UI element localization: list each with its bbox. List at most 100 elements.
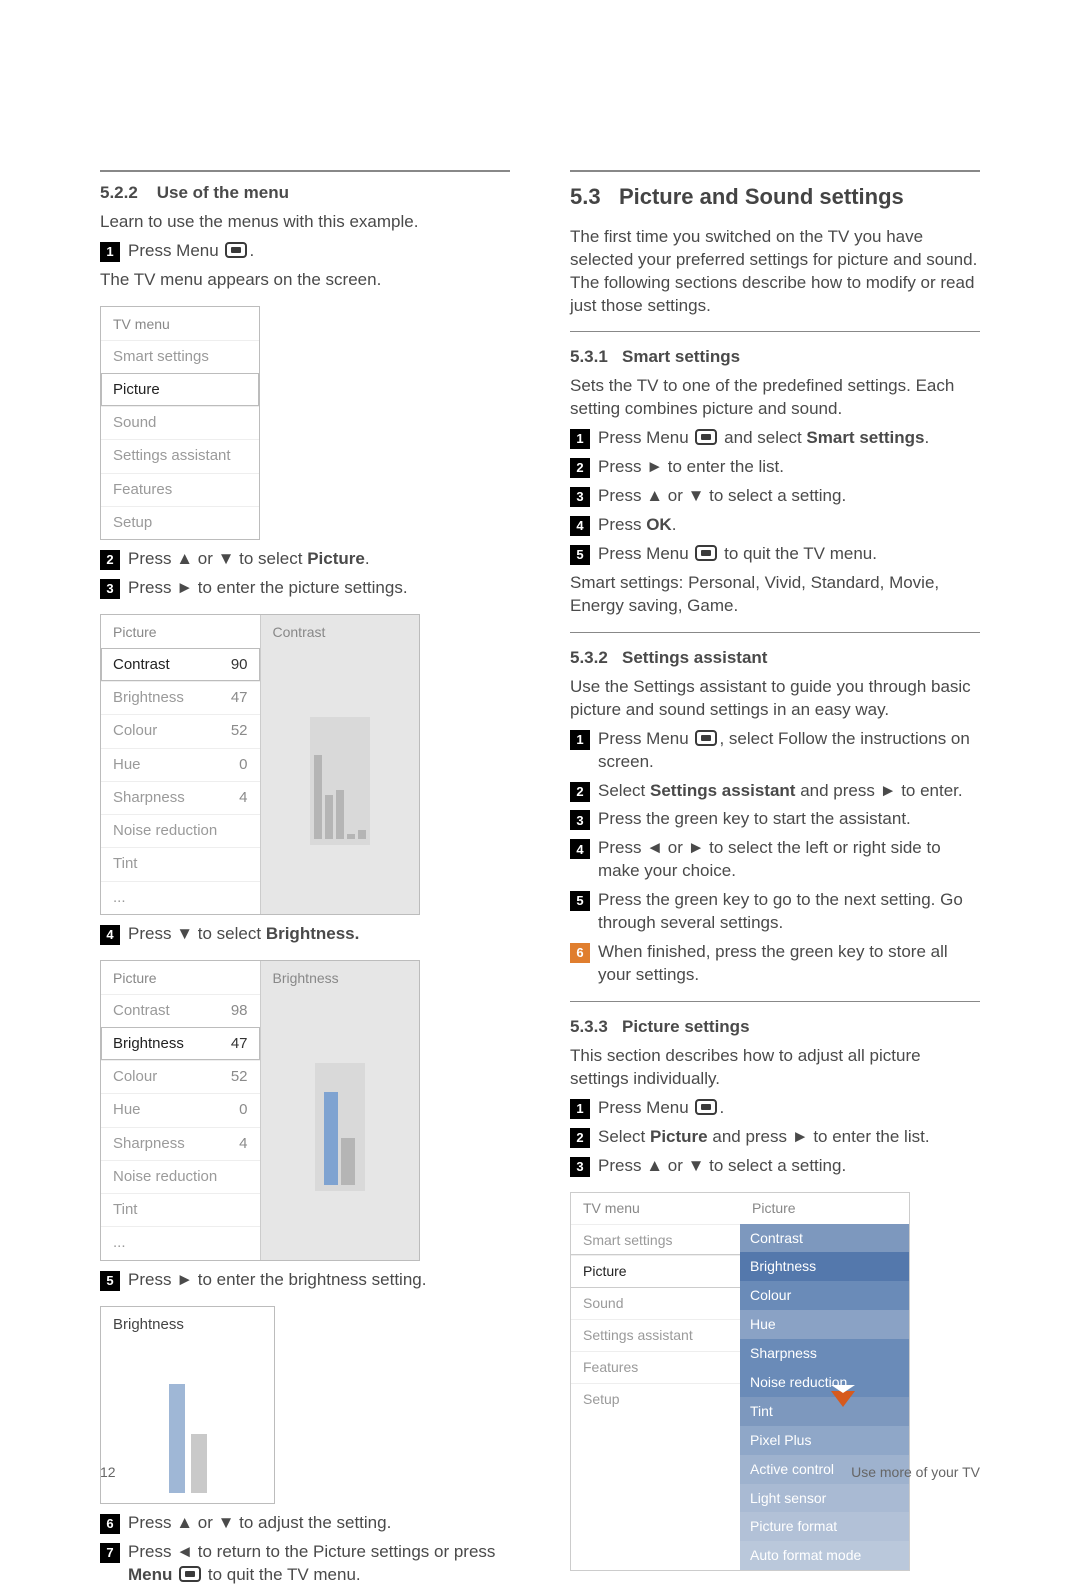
tvpic-right-header: Picture xyxy=(740,1193,909,1224)
step-6-text: Press ▲ or ▼ to adjust the setting. xyxy=(128,1512,510,1535)
picmenu-item: ... xyxy=(101,881,260,914)
tv-picture-menu: TV menu Smart settings Picture Sound Set… xyxy=(570,1192,910,1572)
brightmenu-item: Sharpness4 xyxy=(101,1127,260,1160)
brightmenu-item: Hue0 xyxy=(101,1093,260,1126)
step-5-badge: 5 xyxy=(100,1271,120,1291)
s531-1-badge: 1 xyxy=(570,429,590,449)
step-2-text: Press ▲ or ▼ to select Picture. xyxy=(128,548,510,571)
tvpic-blue-list: ContrastBrightnessColourHueSharpnessNois… xyxy=(740,1224,909,1571)
tvpic-blue-item: Noise reduction xyxy=(740,1368,909,1397)
s531-3-badge: 3 xyxy=(570,487,590,507)
desc-5-3-2: Use the Settings assistant to guide you … xyxy=(570,676,980,722)
picmenu-item: Sharpness4 xyxy=(101,781,260,814)
s532-2-badge: 2 xyxy=(570,782,590,802)
tvpic-blue-item: Hue xyxy=(740,1310,909,1339)
tvpic-blue-item: Colour xyxy=(740,1281,909,1310)
s532-4-badge: 4 xyxy=(570,839,590,859)
picmenu-item: Brightness47 xyxy=(101,681,260,714)
tvmenu-item: Setup xyxy=(101,506,259,539)
menu-icon xyxy=(695,429,717,445)
brightmenu-item: Contrast98 xyxy=(101,994,260,1027)
tvpic-blue-item: Pixel Plus xyxy=(740,1426,909,1455)
picmenu-item: Hue0 xyxy=(101,748,260,781)
s533-1-badge: 1 xyxy=(570,1099,590,1119)
menu-icon xyxy=(179,1566,201,1582)
s533-3-badge: 3 xyxy=(570,1157,590,1177)
s532-1-badge: 1 xyxy=(570,730,590,750)
tvmenu-item: Settings assistant xyxy=(101,439,259,472)
step-4-text: Press ▼ to select Brightness. xyxy=(128,923,510,946)
menu-icon xyxy=(695,730,717,746)
tvpic-blue-item: Sharpness xyxy=(740,1339,909,1368)
step-6-badge: 6 xyxy=(100,1514,120,1534)
tvpic-left-item-selected: Picture xyxy=(571,1255,740,1287)
heading-5-2-2: 5.2.2 Use of the menu xyxy=(100,182,510,205)
s531-4-badge: 4 xyxy=(570,516,590,536)
footer-label: Use more of your TV xyxy=(851,1463,980,1482)
intro-5-3: The first time you switched on the TV yo… xyxy=(570,226,980,318)
step-4-badge: 4 xyxy=(100,925,120,945)
step-1-text: Press Menu . xyxy=(128,240,510,263)
tvmenu-item: Features xyxy=(101,473,259,506)
brightness-panel-header: Brightness xyxy=(101,1307,274,1343)
tvpic-left-header: TV menu xyxy=(571,1193,740,1224)
brightmenu-item: Tint xyxy=(101,1193,260,1226)
brightmenu-item: Brightness47 xyxy=(101,1027,260,1060)
menu-icon xyxy=(225,242,247,258)
heading-5-3-1: 5.3.1 Smart settings xyxy=(570,346,980,369)
tvpic-left-item: Features xyxy=(571,1351,740,1383)
tv-menu-panel: TV menu Smart settings Picture Sound Set… xyxy=(100,306,260,540)
picmenu-item: Tint xyxy=(101,847,260,880)
picmenu-item: Noise reduction xyxy=(101,814,260,847)
tvpic-left-item: Settings assistant xyxy=(571,1319,740,1351)
step-3-text: Press ► to enter the picture settings. xyxy=(128,577,510,600)
bright-left-header: Picture xyxy=(101,961,260,994)
tvpic-left-item: Sound xyxy=(571,1287,740,1319)
after-step-1: The TV menu appears on the screen. xyxy=(100,269,510,292)
desc-5-3-3: This section describes how to adjust all… xyxy=(570,1045,980,1091)
pointer-icon xyxy=(831,1391,855,1407)
menu-icon xyxy=(695,545,717,561)
sec-title: Use of the menu xyxy=(157,183,289,202)
step-3-badge: 3 xyxy=(100,579,120,599)
s532-3-badge: 3 xyxy=(570,810,590,830)
brightmenu-item: ... xyxy=(101,1226,260,1259)
sec-num: 5.2.2 xyxy=(100,183,138,202)
tvmenu-item: Sound xyxy=(101,406,259,439)
tvpic-blue-item: Picture format xyxy=(740,1512,909,1541)
s531-2-badge: 2 xyxy=(570,458,590,478)
contrast-bars xyxy=(310,717,370,845)
bright-right-header: Brightness xyxy=(261,961,420,994)
pic-left-header: Picture xyxy=(101,615,260,648)
s533-2-badge: 2 xyxy=(570,1128,590,1148)
tvpic-blue-item: Brightness xyxy=(740,1252,909,1281)
step-7-text: Press ◄ to return to the Picture setting… xyxy=(128,1541,510,1587)
brightmenu-item: Colour52 xyxy=(101,1060,260,1093)
tvpic-blue-item: Tint xyxy=(740,1397,909,1426)
tvpic-blue-item: Contrast xyxy=(740,1224,909,1253)
step-2-badge: 2 xyxy=(100,550,120,570)
brightness-bars xyxy=(315,1063,365,1191)
step-1-badge: 1 xyxy=(100,242,120,262)
left-column: 5.2.2 Use of the menu Learn to use the m… xyxy=(100,170,510,1587)
tvpic-left-item: Setup xyxy=(571,1383,740,1415)
heading-5-3-3: 5.3.3 Picture settings xyxy=(570,1016,980,1039)
menu-icon xyxy=(695,1099,717,1115)
picmenu-item: Contrast90 xyxy=(101,648,260,681)
s532-5-badge: 5 xyxy=(570,891,590,911)
picmenu-item: Colour52 xyxy=(101,714,260,747)
page-number: 12 xyxy=(100,1463,116,1482)
picture-brightness-panel: Picture Contrast98 Brightness47 Colour52… xyxy=(100,960,420,1261)
tvmenu-item: Smart settings xyxy=(101,340,259,373)
page-footer: 12 Use more of your TV xyxy=(100,1463,980,1482)
s532-6-badge: 6 xyxy=(570,943,590,963)
tvmenu-item-selected: Picture xyxy=(101,373,259,406)
right-column: 5.3 Picture and Sound settings The first… xyxy=(570,170,980,1587)
tvpic-left-item: Smart settings xyxy=(571,1224,740,1256)
smart-note: Smart settings: Personal, Vivid, Standar… xyxy=(570,572,980,618)
heading-5-3: 5.3 Picture and Sound settings xyxy=(570,182,980,212)
step-7-badge: 7 xyxy=(100,1543,120,1563)
pic-right-header: Contrast xyxy=(261,615,420,648)
desc-5-3-1: Sets the TV to one of the predefined set… xyxy=(570,375,980,421)
step-5-text: Press ► to enter the brightness setting. xyxy=(128,1269,510,1292)
